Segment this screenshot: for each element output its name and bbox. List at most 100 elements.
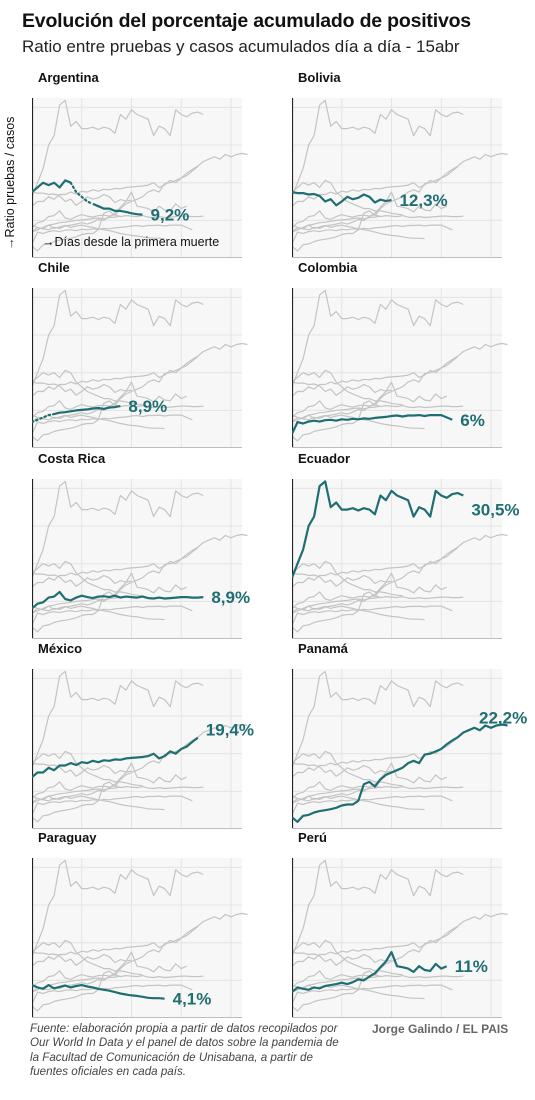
chart-title: Evolución del porcentaje acumulado de po… <box>22 10 471 32</box>
context-line-argentina <box>292 369 403 406</box>
context-line-colombia <box>292 795 453 816</box>
panel-title: Argentina <box>38 70 99 85</box>
panel-bolivia: Bolivia 12,3% <box>292 70 535 258</box>
plot-background <box>292 479 502 639</box>
context-line-ecuador <box>32 859 204 958</box>
plot-background <box>32 858 242 1018</box>
context-line-argentina <box>292 750 403 787</box>
highlight-line-dotted <box>69 181 94 206</box>
context-line-colombia <box>32 984 193 1005</box>
context-line-panama <box>32 912 248 1012</box>
context-line-paraguay <box>292 224 425 240</box>
context-line-panama <box>32 342 248 442</box>
context-line-panama <box>292 342 508 442</box>
panel-ecuador: Ecuador 30,5% <box>292 451 535 639</box>
panel-title: Costa Rica <box>38 451 106 466</box>
panel-colombia: Colombia 6% <box>292 260 535 448</box>
context-line-panama <box>32 533 248 633</box>
panel-chile: Chile 8,9% <box>32 260 277 448</box>
context-line-bolivia <box>292 951 392 966</box>
plot-background <box>292 288 502 448</box>
context-line-costa-rica <box>292 591 464 609</box>
panel-plot: 4,1% <box>32 858 248 1018</box>
end-value-label: 8,9% <box>128 397 167 416</box>
context-line-bolivia <box>292 572 392 587</box>
context-line-bolivia <box>32 572 132 587</box>
highlight-line <box>292 723 508 823</box>
context-line-peru <box>292 381 447 423</box>
end-value-label: 9,2% <box>151 206 190 225</box>
highlight-line <box>92 202 143 216</box>
panel-plot: 11% <box>292 858 508 1018</box>
highlight-line <box>292 950 448 993</box>
highlight-line <box>292 480 464 579</box>
plot-background <box>32 98 242 258</box>
context-line-mexico <box>32 547 199 588</box>
context-line-bolivia <box>32 381 132 396</box>
panel-title: Colombia <box>298 260 358 275</box>
context-line-panama <box>292 533 508 633</box>
end-value-label: 19,4% <box>206 721 254 740</box>
end-value-label: 22,2% <box>479 708 527 727</box>
context-line-colombia <box>32 414 193 435</box>
context-line-costa-rica <box>32 210 204 228</box>
end-value-label: 4,1% <box>173 990 212 1009</box>
end-value-label: 11% <box>455 957 488 976</box>
panel-paraguay: Paraguay 4,1% <box>32 830 277 1018</box>
end-value-label: 8,9% <box>211 588 250 607</box>
context-line-ecuador <box>32 670 204 769</box>
context-line-colombia <box>292 224 453 245</box>
context-line-mexico <box>292 547 459 588</box>
context-line-paraguay <box>32 224 165 240</box>
context-line-paraguay <box>32 795 165 811</box>
context-line-costa-rica <box>32 781 204 799</box>
context-line-bolivia <box>292 762 392 777</box>
context-line-ecuador <box>32 99 204 198</box>
context-line-mexico <box>32 926 199 967</box>
context-line-ecuador <box>292 289 464 388</box>
context-line-costa-rica <box>292 970 464 988</box>
panel-title: Bolivia <box>298 70 341 85</box>
panel-title: Perú <box>298 830 327 845</box>
plot-background <box>292 98 502 258</box>
context-line-panama <box>32 152 248 252</box>
panel-plot: 8,9% <box>32 288 248 448</box>
context-line-bolivia <box>292 381 392 396</box>
panel-plot: 9,2% <box>32 98 248 258</box>
panel-plot: 22,2% <box>292 669 527 829</box>
context-line-peru <box>32 191 187 233</box>
context-line-costa-rica <box>32 970 204 988</box>
plot-background <box>32 479 242 639</box>
source-note: Fuente: elaboración propia a partir de d… <box>30 1022 339 1078</box>
context-line-costa-rica <box>292 210 464 228</box>
highlight-line <box>32 984 165 1000</box>
context-line-colombia <box>32 224 193 245</box>
panel-costa-rica: Costa Rica 8,9% <box>32 451 277 639</box>
context-line-peru <box>292 762 447 804</box>
context-line-colombia <box>292 605 453 626</box>
context-line-costa-rica <box>292 781 464 799</box>
context-line-peru <box>292 191 447 233</box>
highlight-line <box>53 405 121 416</box>
plot-background <box>32 288 242 448</box>
context-line-colombia <box>32 605 193 626</box>
highlight-line <box>32 736 199 779</box>
panel-plot: 8,9% <box>32 479 250 639</box>
credit: Jorge Galindo / EL PAIS <box>372 1022 509 1036</box>
panel-title: Panamá <box>298 641 348 656</box>
panel-plot: 19,4% <box>32 669 254 829</box>
plot-background <box>292 669 502 829</box>
context-line-argentina <box>32 560 143 597</box>
context-line-mexico <box>292 166 459 207</box>
context-line-bolivia <box>32 951 132 966</box>
context-line-argentina <box>292 939 403 976</box>
context-line-argentina <box>32 369 143 406</box>
panel-plot: 30,5% <box>292 479 520 639</box>
panel-title: Paraguay <box>38 830 97 845</box>
context-line-peru <box>292 572 447 614</box>
context-line-ecuador <box>292 859 464 958</box>
context-line-ecuador <box>292 670 464 769</box>
panel-title: Ecuador <box>298 451 351 466</box>
context-line-bolivia <box>32 762 132 777</box>
context-line-mexico <box>292 926 459 967</box>
